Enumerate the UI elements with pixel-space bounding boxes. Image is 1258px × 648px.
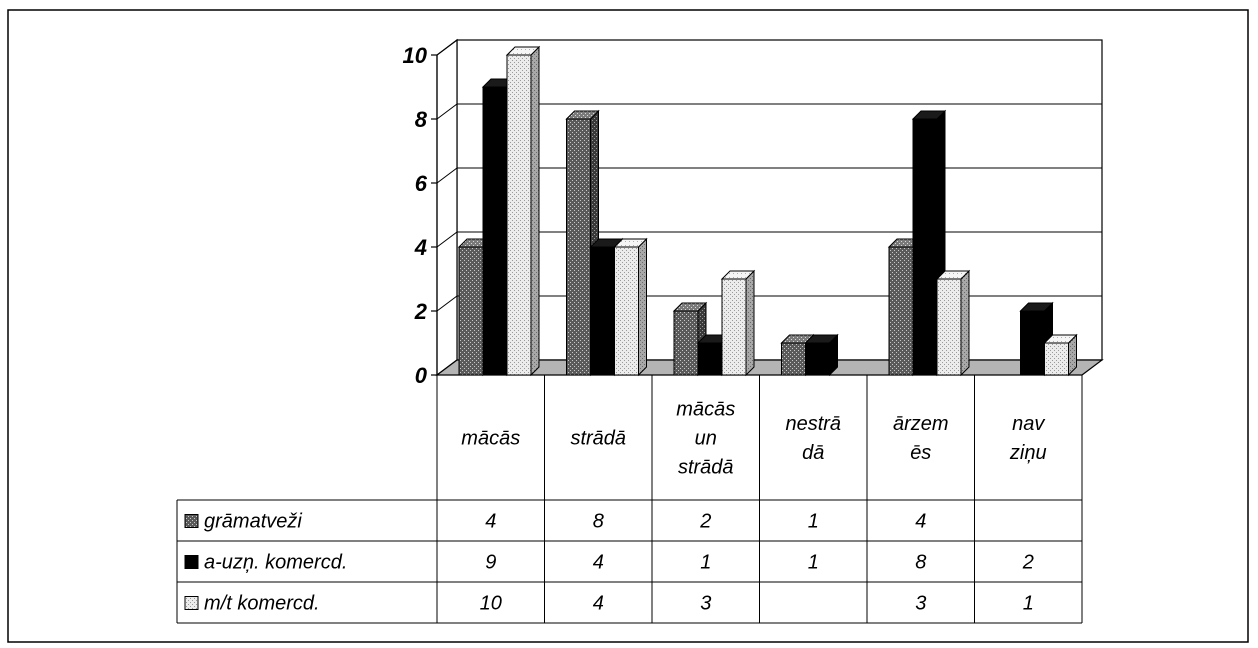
table-cell-value: 9 xyxy=(485,552,496,574)
y-tick-label: 8 xyxy=(415,107,428,132)
gridline xyxy=(436,39,1102,56)
category-label: strādā xyxy=(570,428,626,450)
y-tick-label: 4 xyxy=(414,235,427,260)
gridline xyxy=(436,167,1102,184)
category-label: nav ziņu xyxy=(1009,413,1047,464)
y-axis: 0 2 4 6 8 10 xyxy=(403,43,438,388)
legend-swatch xyxy=(184,555,199,569)
table-cell-value: 1 xyxy=(808,511,819,533)
table-cell-value: 1 xyxy=(1023,593,1034,615)
bar xyxy=(1043,333,1078,377)
bar-front xyxy=(506,54,532,376)
data-table: mācās strādā mācās un strādā nestrā dā ārzem ēs n… xyxy=(176,375,1083,624)
category-label: mācās xyxy=(461,428,520,450)
bar-side xyxy=(960,269,970,377)
y-tick-label: 2 xyxy=(414,299,428,324)
bar-side xyxy=(745,269,755,377)
bar xyxy=(505,45,541,377)
series-name: grāmatveži xyxy=(204,511,302,533)
table-cell-value: 1 xyxy=(808,552,819,574)
bars xyxy=(457,45,1078,377)
table-cell-value: 2 xyxy=(1022,552,1034,574)
table-cell-value: 3 xyxy=(915,593,926,615)
bar xyxy=(720,269,756,377)
bar xyxy=(804,333,839,377)
gridline xyxy=(436,103,1102,120)
bar-front xyxy=(590,246,615,376)
table-cell-value: 4 xyxy=(485,511,496,533)
bar-front xyxy=(482,86,508,376)
table-cell-value: 4 xyxy=(915,511,926,533)
bar-side xyxy=(638,237,647,377)
side-wall xyxy=(436,38,458,377)
bar-front xyxy=(888,246,914,376)
back-wall xyxy=(456,39,1103,361)
bar-front xyxy=(1044,342,1069,376)
gridline xyxy=(436,295,1102,312)
category-label: ārzem ēs xyxy=(893,413,949,464)
bar-side xyxy=(530,45,540,377)
table-cell-value: 3 xyxy=(700,593,711,615)
table-cell-value: 8 xyxy=(593,511,604,533)
gridline xyxy=(436,231,1102,248)
y-tick-label: 0 xyxy=(415,363,428,388)
bar-front xyxy=(781,342,806,376)
gridlines xyxy=(436,39,1102,312)
table-cell-value: 10 xyxy=(480,593,502,615)
series-name: a-uzņ. komercd. xyxy=(204,552,347,574)
bar-front xyxy=(697,342,723,376)
table-cell-value: 4 xyxy=(593,552,604,574)
table-cell-value: 8 xyxy=(915,552,926,574)
bar-front xyxy=(936,278,962,376)
bar-front xyxy=(566,118,591,376)
table-cell-value: 2 xyxy=(699,511,711,533)
bar-front xyxy=(673,310,699,376)
legend-swatch xyxy=(184,596,199,610)
bar-front xyxy=(805,342,830,376)
legend-swatch xyxy=(184,514,199,528)
bar-front xyxy=(1020,310,1045,376)
bar xyxy=(613,237,648,377)
table-cell-value: 1 xyxy=(700,552,711,574)
y-tick-label: 10 xyxy=(403,43,428,68)
table-cell-value: 4 xyxy=(593,593,604,615)
bar-front xyxy=(614,246,639,376)
category-label: mācās un strādā xyxy=(676,399,735,479)
bar xyxy=(935,269,971,377)
series-name: m/t komercd. xyxy=(204,593,320,615)
category-label: nestrā dā xyxy=(785,413,841,464)
bar-front xyxy=(912,118,938,376)
bar xyxy=(1019,301,1054,377)
bar-front xyxy=(721,278,747,376)
y-tick-label: 6 xyxy=(415,171,428,196)
bar-front xyxy=(458,246,484,376)
